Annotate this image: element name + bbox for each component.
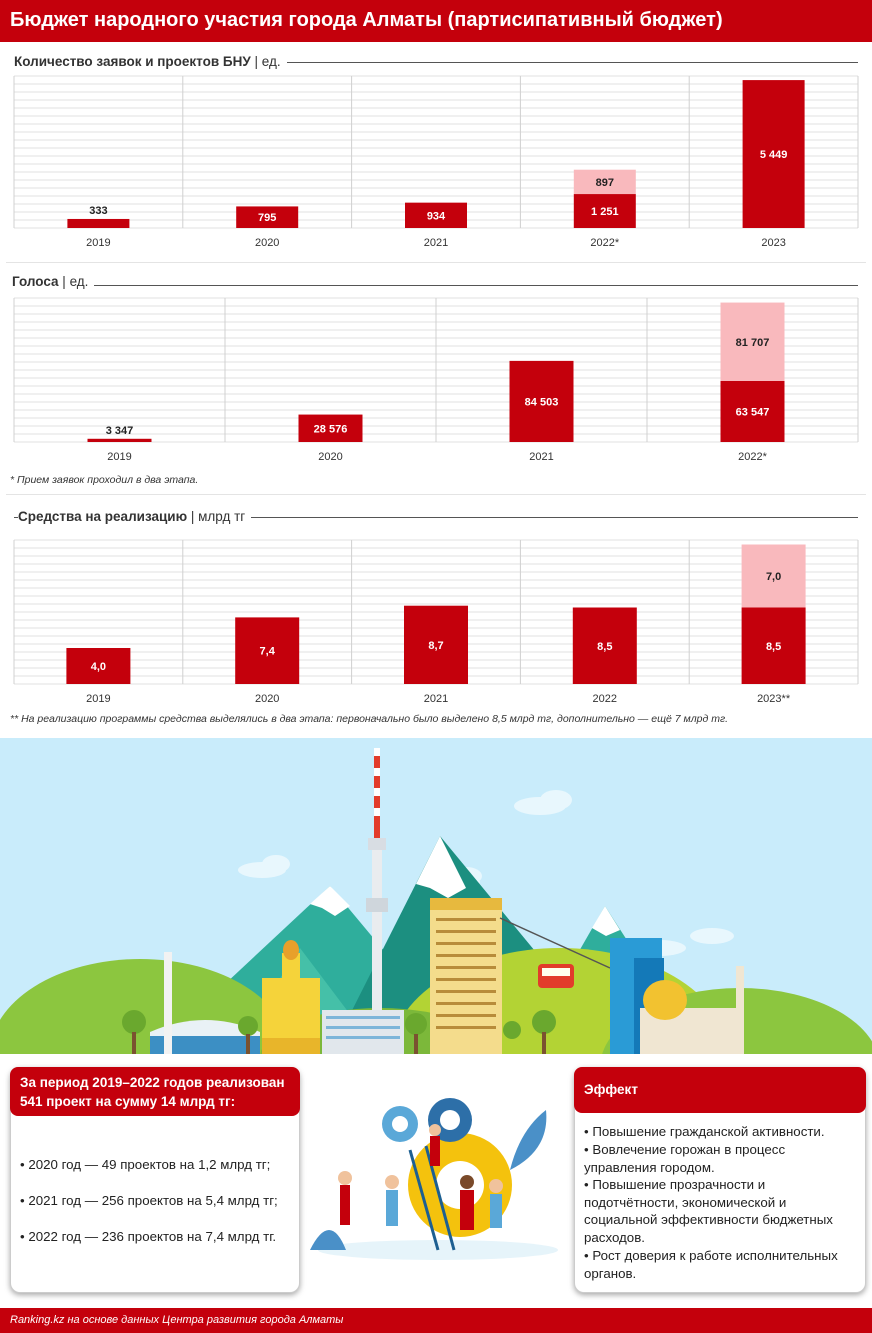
x-tick-label: 2019 — [86, 693, 110, 705]
effect-heading: Эффект — [574, 1067, 866, 1113]
chart-funds: 4,0 2019 7,4 2020 8,7 2021 8,5 2022 7,0 8,5 2023** — [13, 539, 859, 705]
bar — [236, 206, 299, 228]
panel-rule — [14, 285, 858, 286]
bar — [298, 414, 363, 442]
data-label: 934 — [427, 210, 446, 222]
x-tick-label: 2019 — [86, 237, 110, 249]
bar — [742, 80, 805, 228]
divider — [6, 262, 866, 263]
effect-item: • Повышение гражданской активности. — [584, 1124, 825, 1139]
effect-item: • Рост доверия к работе исполнительных о… — [584, 1248, 838, 1281]
x-tick-label: 2023 — [761, 237, 785, 249]
x-tick-label: 2023** — [757, 693, 791, 705]
panel-rule — [14, 62, 858, 63]
footnote-2: ** На реализацию программы средства выде… — [10, 713, 729, 725]
city-illustration — [0, 738, 872, 1054]
chart1-title: Количество заявок и проектов БНУ | ед. — [14, 54, 287, 69]
chart3-title: Средства на реализацию | млрд тг — [18, 509, 252, 524]
data-label: 4,0 — [91, 661, 106, 673]
data-label: 28 576 — [314, 423, 348, 435]
x-tick-label: 2021 — [424, 693, 448, 705]
x-tick-label: 2021 — [529, 451, 553, 463]
bar — [405, 202, 467, 228]
x-tick-label: 2022* — [590, 237, 619, 249]
data-label: 84 503 — [525, 396, 559, 408]
summary-heading: За период 2019–2022 годов реализован 541… — [10, 1067, 300, 1116]
bar — [235, 617, 300, 684]
chart-votes: 3 347 2019 28 576 2020 84 503 2021 81 707 63 54… — [13, 297, 859, 463]
footnote-1: * Прием заявок проходил в два этапа. — [10, 474, 199, 486]
data-label: 8,5 — [597, 641, 612, 653]
chart2-title: Голоса | ед. — [12, 274, 95, 289]
x-tick-label: 2021 — [424, 237, 448, 249]
teamwork-gears-illustration — [310, 1098, 558, 1260]
data-label: 81 707 — [736, 337, 770, 349]
bar — [741, 607, 806, 684]
data-label: 897 — [596, 177, 614, 189]
data-label: 8,5 — [766, 641, 781, 653]
x-tick-label: 2020 — [318, 451, 342, 463]
x-tick-label: 2020 — [255, 693, 279, 705]
bar-second-stage — [573, 169, 636, 195]
x-tick-label: 2019 — [107, 451, 131, 463]
data-label: 795 — [258, 212, 276, 224]
data-label: 333 — [89, 205, 107, 217]
data-label: 7,0 — [766, 571, 781, 583]
bar — [66, 648, 131, 684]
bar — [509, 360, 574, 442]
data-label: 5 449 — [760, 149, 788, 161]
summary-item: • 2020 год — 49 проектов на 1,2 млрд тг; — [20, 1157, 271, 1172]
data-label: 1 251 — [591, 206, 619, 218]
x-tick-label: 2022 — [593, 693, 617, 705]
summary-item: • 2021 год — 256 проектов на 5,4 млрд тг… — [20, 1193, 278, 1208]
bar — [404, 605, 468, 684]
x-tick-label: 2020 — [255, 237, 279, 249]
bar — [87, 438, 152, 442]
summary-item: • 2022 год — 236 проектов на 7,4 млрд тг… — [20, 1229, 277, 1244]
effect-item: • Вовлечение горожан в процесс управлени… — [584, 1142, 786, 1175]
bar — [67, 218, 130, 228]
x-tick-label: 2022* — [738, 451, 767, 463]
almaty-skyline-image — [0, 748, 872, 1054]
source-footer: Ranking.kz на основе данных Центра разви… — [0, 1308, 872, 1333]
panel-rule — [14, 517, 858, 518]
page-title: Бюджет народного участия города Алматы (… — [0, 0, 872, 42]
effect-item: • Повышение прозрачности и подотчётности… — [584, 1177, 833, 1245]
bar — [720, 380, 785, 442]
data-label: 3 347 — [106, 425, 134, 437]
bar — [573, 194, 636, 228]
bar-second-stage — [741, 544, 806, 608]
bar-second-stage — [720, 302, 785, 381]
data-label: 8,7 — [428, 640, 443, 652]
data-label: 7,4 — [260, 646, 276, 658]
chart-applications: 333 2019 795 2020 934 2021 897 1 251 2022* 5 449 2… — [13, 75, 859, 249]
data-label: 63 547 — [736, 406, 770, 418]
divider — [6, 494, 866, 495]
bar — [572, 607, 637, 684]
